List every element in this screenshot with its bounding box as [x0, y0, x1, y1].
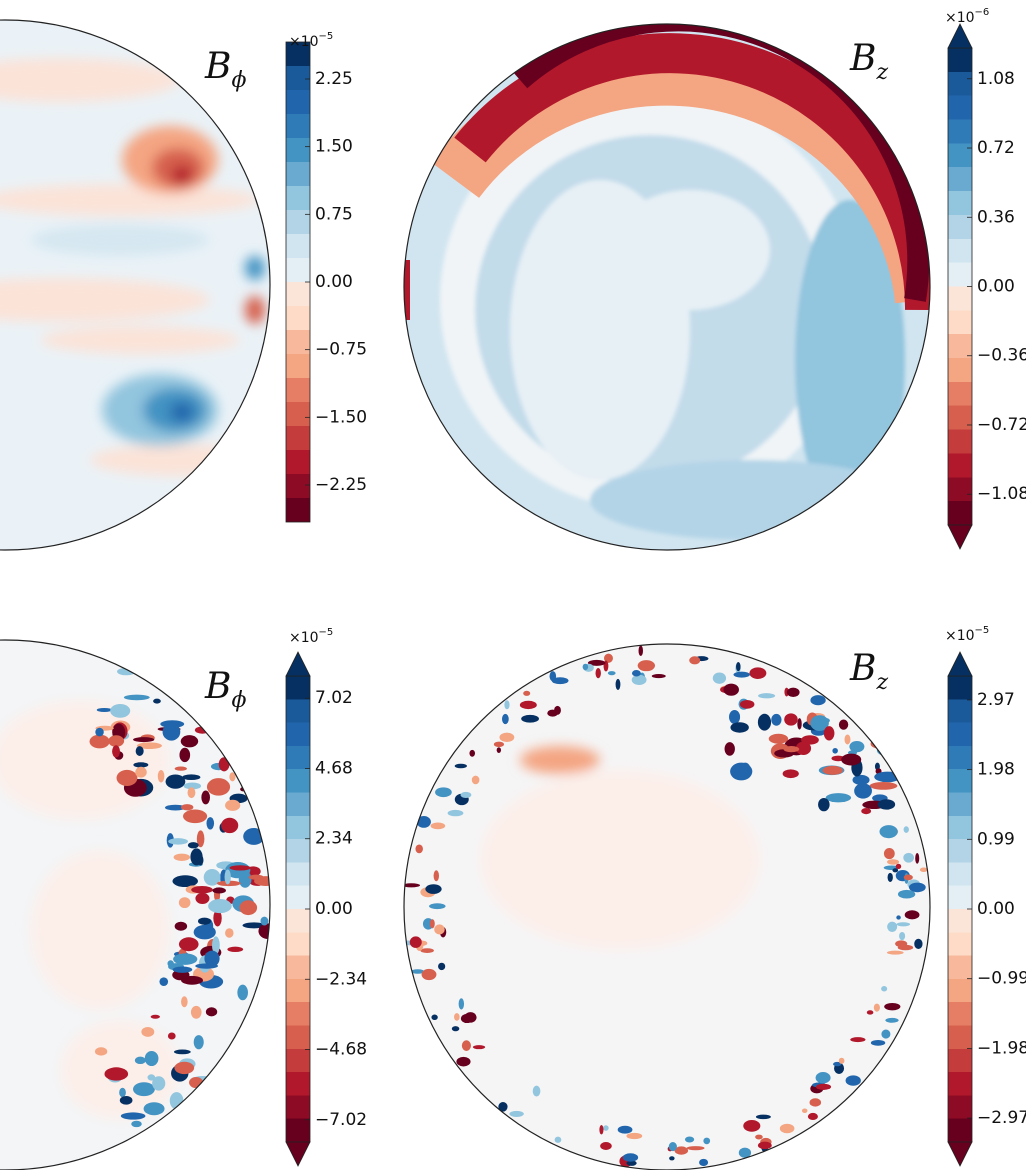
- colorbar-tick-label: −4.68: [315, 1040, 367, 1060]
- colorbar-tick-label: −1.98: [977, 1038, 1026, 1058]
- title-subscript: ϕ: [231, 68, 246, 93]
- panel-title: Bϕ: [204, 46, 246, 93]
- colorbar-tick-label: 1.98: [977, 760, 1015, 780]
- colorbar-tick-label: 7.02: [315, 688, 353, 708]
- colorbar-tick-label: 1.50: [315, 137, 353, 157]
- domain-outline: [403, 23, 931, 551]
- colorbar-tick-label: −0.36: [977, 346, 1026, 366]
- colorbar-tick-label: −7.02: [315, 1110, 367, 1130]
- colorbar-tick-label: −0.72: [977, 415, 1026, 435]
- title-symbol: B: [204, 666, 231, 707]
- colorbar-tick-label: −1.50: [315, 407, 367, 427]
- colorbar-extend-top: [285, 651, 311, 677]
- colorbar-tick-label: 2.34: [315, 829, 353, 849]
- title-symbol: B: [849, 38, 876, 79]
- title-subscript: ϕ: [231, 688, 246, 713]
- panel-title: Bz: [849, 38, 888, 85]
- multiplier-base: ×10: [945, 628, 975, 644]
- title-symbol: B: [849, 648, 876, 689]
- multiplier-base: ×10: [945, 10, 975, 26]
- colorbar-tick-label: −2.97: [977, 1108, 1026, 1128]
- colorbar-tick-label: 0.75: [315, 204, 353, 224]
- colorbar-tick-label: −0.75: [315, 340, 367, 360]
- colorbar-multiplier: ×10−6: [945, 7, 989, 26]
- multiplier-base: ×10: [289, 34, 319, 50]
- panel-title: Bz: [849, 648, 888, 695]
- title-symbol: B: [204, 46, 231, 87]
- colorbar-tick-label: −2.34: [315, 969, 367, 989]
- field: [404, 644, 930, 1170]
- colorbar-tick-label: 2.25: [315, 69, 353, 89]
- colorbar-tick-label: 1.08: [977, 69, 1015, 89]
- domain-outline: [0, 19, 271, 551]
- title-subscript: z: [875, 670, 888, 695]
- colorbar-tick-label: 0.00: [977, 899, 1015, 919]
- colorbar-tick-label: 0.36: [977, 207, 1015, 227]
- colorbar-tick-label: 0.00: [977, 277, 1015, 297]
- multiplier-exponent: −6: [975, 7, 990, 18]
- multiplier-exponent: −5: [319, 627, 334, 638]
- multiplier-exponent: −5: [975, 625, 990, 636]
- colorbar-tick-label: 2.97: [977, 690, 1015, 710]
- colorbar-tick-label: −1.08: [977, 484, 1026, 504]
- colorbar-multiplier: ×10−5: [945, 625, 989, 644]
- multiplier-exponent: −5: [319, 31, 334, 42]
- domain-outline: [403, 643, 931, 1170]
- colorbar-multiplier: ×10−5: [289, 31, 333, 50]
- colorbar-tick-label: 0.72: [977, 138, 1015, 158]
- colorbar-tick-label: 4.68: [315, 758, 353, 778]
- colorbar-extend-bottom: [947, 1141, 973, 1167]
- colorbar-tick-label: −0.99: [977, 969, 1026, 989]
- panel-title: Bϕ: [204, 666, 246, 713]
- colorbar-tick-label: −2.25: [315, 475, 367, 495]
- colorbar-extend-top: [947, 651, 973, 677]
- multiplier-base: ×10: [289, 630, 319, 646]
- colorbar-tick-label: 0.99: [977, 829, 1015, 849]
- domain-outline: [0, 639, 271, 1170]
- title-subscript: z: [875, 60, 888, 85]
- colorbar-extend-top: [947, 23, 973, 49]
- colorbar-tick-label: 0.00: [315, 272, 353, 292]
- colorbar-multiplier: ×10−5: [289, 627, 333, 646]
- colorbar-extend-bottom: [285, 1141, 311, 1167]
- colorbar-tick-label: 0.00: [315, 899, 353, 919]
- colorbar-extend-bottom: [947, 524, 973, 550]
